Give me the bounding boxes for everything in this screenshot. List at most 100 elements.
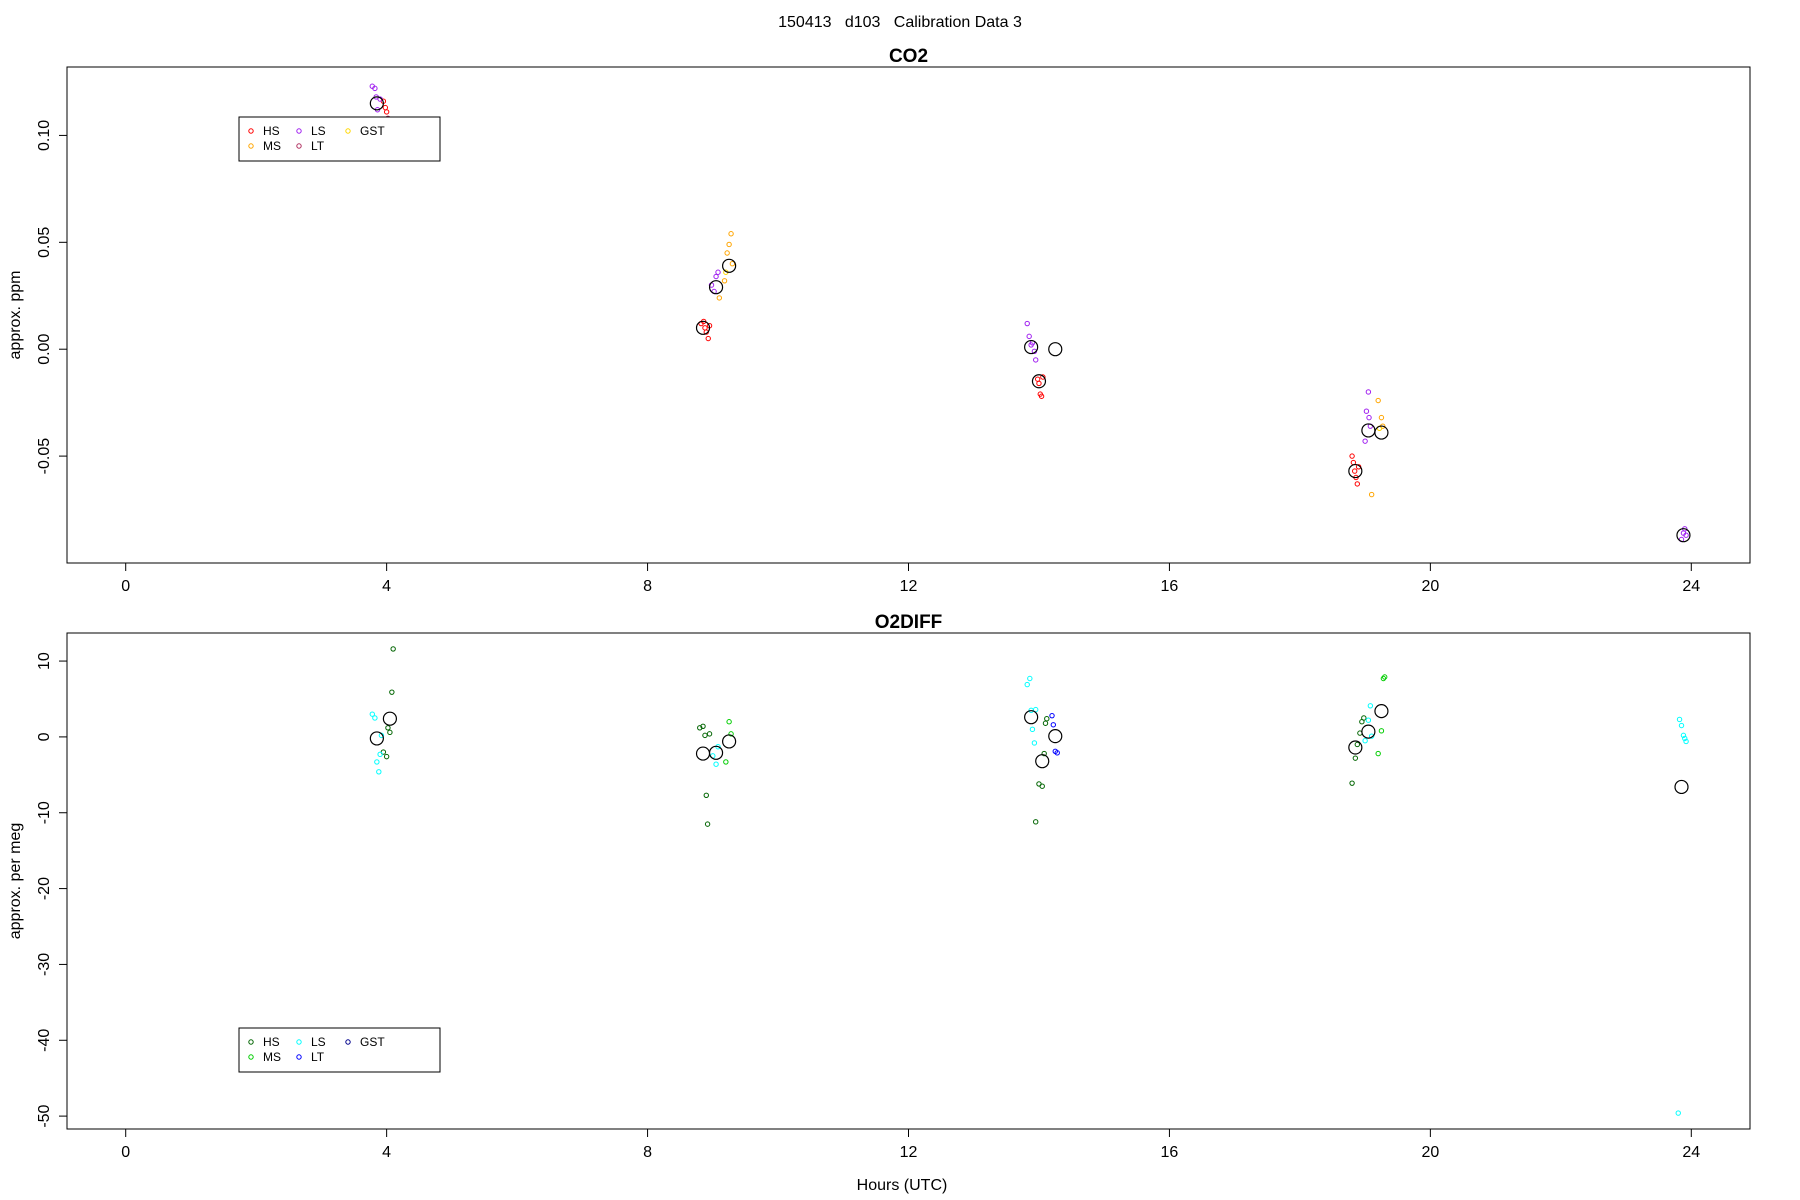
data-point-ms [1380, 675, 1387, 682]
data-point-hs [383, 109, 390, 115]
mean-point [1361, 724, 1376, 739]
y-tick-label: -40 [36, 1029, 53, 1052]
data-point-hs [383, 753, 390, 760]
data-point-lt [1049, 712, 1055, 719]
legend-box [238, 1027, 441, 1073]
x-tick-label: 16 [1161, 1144, 1179, 1161]
legend-label: LS [311, 1035, 326, 1049]
legend-label: MS [263, 1050, 281, 1064]
mean-point [695, 746, 711, 761]
data-point-ls [1366, 414, 1372, 421]
data-point-ls [1024, 320, 1030, 327]
data-point-hs [1349, 780, 1355, 786]
data-point-hs [1354, 741, 1361, 748]
y-axis-label: approx. ppm [7, 271, 24, 360]
x-axis-label: Hours (UTC) [857, 1177, 948, 1194]
legend-marker [248, 143, 254, 149]
data-point-ls [1363, 408, 1370, 414]
data-point-ls [1027, 675, 1033, 682]
data-point-ms [1375, 397, 1381, 404]
panel-title: CO2 [889, 46, 928, 67]
data-point-ms [721, 278, 728, 284]
o2diff-panel: O2DIFF 0 4 8 12 16 20 24 -50 -40 -30 -20 -10 0 10 appro… [7, 612, 1751, 1161]
legend-marker [345, 1039, 351, 1045]
data-point-hs [704, 821, 711, 827]
legend-label: HS [263, 124, 280, 138]
data-point-ms [726, 719, 732, 725]
y-tick-label: -10 [36, 801, 53, 824]
legend-marker [248, 128, 254, 134]
data-point-ms [1368, 491, 1375, 498]
data-point-ls [1024, 681, 1030, 688]
data-point-ls [1033, 357, 1039, 363]
data-point-hs [1039, 783, 1045, 789]
data-point-ls [1367, 703, 1374, 709]
data-point-ls [376, 769, 382, 775]
data-point-ls [1362, 737, 1368, 744]
x-tick-label: 8 [643, 578, 652, 595]
data-point-ls [374, 759, 380, 765]
data-point-ls [715, 269, 721, 275]
y-tick-label: -30 [36, 953, 53, 976]
data-point-lt [1054, 750, 1060, 756]
x-tick-label: 12 [900, 578, 918, 595]
mean-point [722, 734, 737, 749]
data-point-ms [1378, 728, 1385, 734]
data-point-ls [1682, 735, 1688, 742]
mean-point [1374, 704, 1389, 719]
data-point-hs [1038, 393, 1045, 399]
legend-marker [296, 1054, 302, 1060]
data-point-hs [702, 325, 708, 331]
mean-point [1348, 463, 1363, 479]
mean-point [695, 320, 711, 335]
legend-label: LT [311, 1050, 325, 1064]
legend-marker [345, 128, 351, 134]
data-point-hs [1044, 716, 1050, 722]
data-point-ms [728, 231, 734, 237]
data-point-hs [1034, 376, 1041, 382]
data-point-ms [729, 260, 736, 267]
data-point-ms [1375, 750, 1381, 757]
figure-title: 150413 d103 Calibration Data 3 [778, 14, 1022, 31]
mean-point [1035, 754, 1050, 769]
legend-label: LT [311, 139, 325, 153]
x-tick-label: 24 [1682, 578, 1700, 595]
legend-marker [296, 128, 302, 134]
legend-marker [296, 1039, 302, 1045]
data-point-hs [389, 689, 395, 695]
y-tick-label: -20 [36, 877, 53, 900]
legend-marker [248, 1054, 254, 1060]
mean-point [722, 258, 737, 273]
data-point-ls [713, 761, 719, 767]
data-point-ls [1678, 722, 1685, 729]
mean-point [1674, 779, 1689, 795]
x-tick-label: 0 [121, 578, 130, 595]
data-point-hs [1042, 720, 1049, 726]
data-point-ls [1680, 732, 1687, 739]
mean-point [708, 745, 724, 760]
mean-point [1048, 342, 1063, 357]
x-tick-label: 4 [382, 1144, 391, 1161]
data-point-hs [1351, 468, 1358, 474]
data-point-hs [390, 646, 396, 652]
data-point-hs [705, 335, 711, 342]
data-point-ms [1378, 414, 1385, 421]
data-point-ms [724, 250, 730, 256]
data-point-hs [1361, 715, 1367, 721]
legend-label: GST [360, 124, 385, 138]
data-point-ls [1029, 726, 1036, 733]
data-point-ls [1031, 740, 1038, 746]
data-point-ls [1675, 1110, 1681, 1116]
data-point-hs [702, 732, 708, 739]
data-point-hs [382, 104, 389, 111]
data-point-ls [372, 715, 378, 721]
y-tick-label: -50 [36, 1104, 53, 1127]
legend-box [238, 116, 441, 162]
mean-point [1348, 740, 1363, 755]
x-tick-label: 4 [382, 578, 391, 595]
mean-point [1048, 729, 1063, 744]
panel-title: O2DIFF [875, 612, 943, 633]
x-tick-label: 20 [1421, 578, 1439, 595]
mean-point [382, 711, 398, 726]
x-tick-label: 20 [1421, 1144, 1439, 1161]
